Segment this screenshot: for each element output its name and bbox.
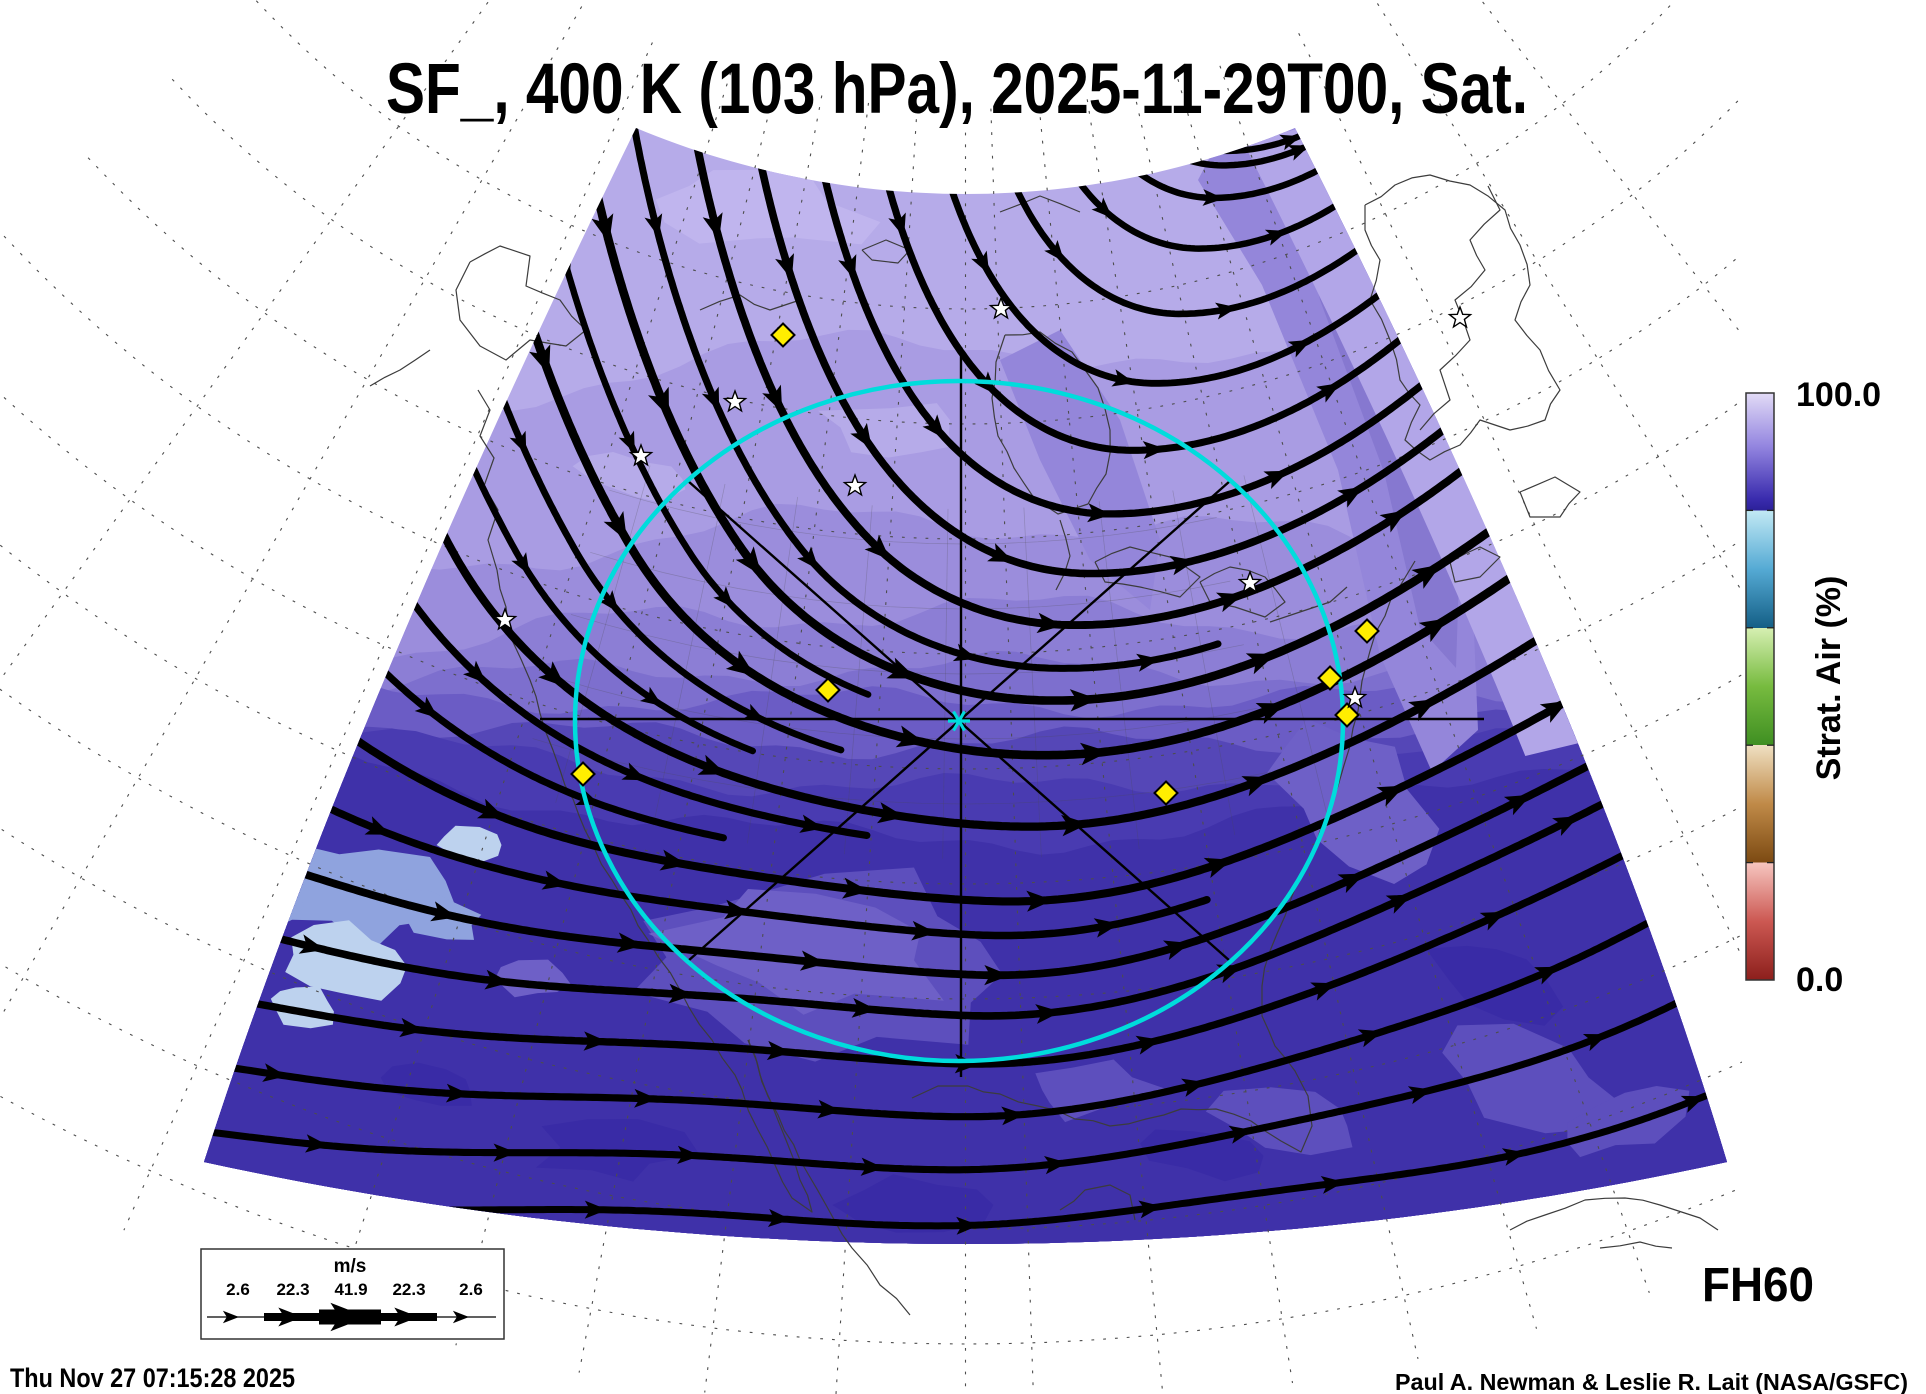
svg-text:22.3: 22.3: [276, 1280, 309, 1299]
svg-text:m/s: m/s: [334, 1256, 367, 1277]
svg-text:SF_, 400 K (103 hPa), 2025-11-: SF_, 400 K (103 hPa), 2025-11-29T00, Sat…: [386, 50, 1528, 129]
svg-text:0.0: 0.0: [1796, 961, 1843, 999]
svg-text:41.9: 41.9: [334, 1280, 367, 1299]
svg-text:Paul A. Newman & Leslie R. Lai: Paul A. Newman & Leslie R. Lait (NASA/GS…: [1395, 1369, 1908, 1394]
svg-text:2.6: 2.6: [459, 1280, 483, 1299]
svg-text:100.0: 100.0: [1796, 376, 1881, 414]
svg-text:2.6: 2.6: [226, 1280, 250, 1299]
svg-text:Strat. Air (%): Strat. Air (%): [1810, 576, 1848, 781]
svg-text:Thu Nov 27 07:15:28 2025: Thu Nov 27 07:15:28 2025: [10, 1363, 295, 1393]
svg-text:22.3: 22.3: [392, 1280, 425, 1299]
svg-text:FH60: FH60: [1702, 1259, 1814, 1312]
